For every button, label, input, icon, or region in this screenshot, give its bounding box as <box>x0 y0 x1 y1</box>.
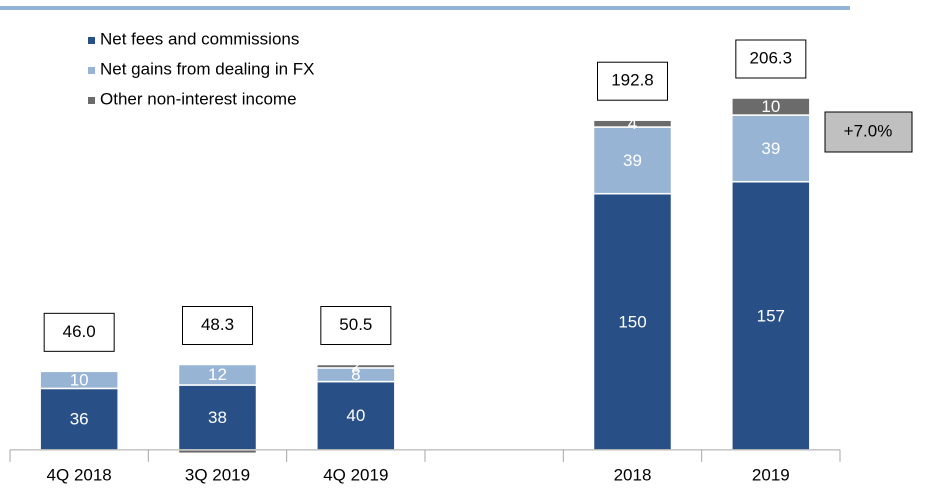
segment-label: 10 <box>761 97 780 116</box>
bar-segment <box>177 384 258 451</box>
bar-segment <box>731 180 811 451</box>
bar-segment <box>39 387 119 451</box>
x-tick-label: 3Q 2019 <box>185 465 250 484</box>
total-label: 206.3 <box>750 48 793 67</box>
bar-segment <box>731 97 811 116</box>
total-label: 46.0 <box>63 322 96 341</box>
total-label: 50.5 <box>339 315 372 334</box>
legend-label: Other non-interest income <box>100 89 297 108</box>
x-tick-label: 2019 <box>752 465 790 484</box>
x-tick-label: 4Q 2018 <box>47 465 112 484</box>
annotation-box <box>824 111 913 153</box>
total-box <box>182 306 253 345</box>
legend-swatch <box>88 37 95 44</box>
bar-segment <box>177 449 258 455</box>
segment-label: 36 <box>70 410 89 429</box>
segment-label: 12 <box>208 365 227 384</box>
segment-label: 38 <box>208 408 227 427</box>
bar-segment <box>316 380 396 451</box>
segment-label: 157 <box>757 306 785 325</box>
total-box <box>320 306 392 345</box>
legend-swatch <box>88 97 95 104</box>
annotation: +7.0% <box>844 121 893 140</box>
bar-segment <box>316 363 396 369</box>
bar-segment <box>592 119 673 128</box>
segment-label: 4 <box>628 114 637 133</box>
total-label: 192.8 <box>611 71 654 90</box>
bar-segment <box>39 370 119 390</box>
segment-label: 10 <box>70 370 89 389</box>
segment-label: 39 <box>761 139 780 158</box>
legend-label: Net fees and commissions <box>100 29 299 48</box>
legend-swatch <box>88 67 95 74</box>
bar-segment <box>592 192 673 451</box>
segment-label: 39 <box>623 151 642 170</box>
segment-label: 2 <box>351 357 360 376</box>
total-label: 48.3 <box>201 315 234 334</box>
bar-segment <box>177 363 258 386</box>
x-tick-label: 2018 <box>614 465 652 484</box>
segment-label: 8 <box>351 365 360 384</box>
legend-label: Net gains from dealing in FX <box>100 59 315 78</box>
x-tick-label: 4Q 2019 <box>323 465 388 484</box>
segment-label: 150 <box>618 312 646 331</box>
bar-segment <box>731 114 811 183</box>
total-box <box>597 61 668 101</box>
segment-label: 40 <box>346 406 365 425</box>
total-box <box>735 39 807 79</box>
total-box <box>43 312 115 352</box>
